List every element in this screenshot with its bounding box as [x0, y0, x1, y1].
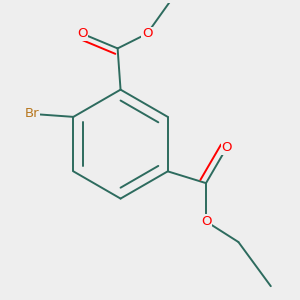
- Text: O: O: [77, 27, 88, 40]
- Text: O: O: [221, 141, 232, 154]
- Text: Br: Br: [25, 107, 40, 120]
- Text: O: O: [142, 27, 152, 40]
- Text: O: O: [201, 215, 211, 228]
